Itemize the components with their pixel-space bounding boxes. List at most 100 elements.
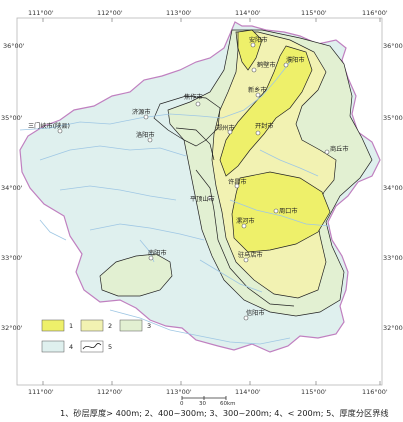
legend-swatch-1 xyxy=(41,319,65,332)
city-dot xyxy=(147,137,153,143)
city-dot xyxy=(273,208,279,214)
right-lat-label: 34°00' xyxy=(383,184,403,192)
left-lat-label: 35°00' xyxy=(1,114,23,122)
legend-label-5: 5 xyxy=(108,343,112,351)
legend-swatch-2 xyxy=(80,319,104,332)
river-path xyxy=(39,145,187,161)
city-label-kaifeng: 开封市 xyxy=(255,122,274,130)
legend-swatch-3 xyxy=(119,319,143,332)
city-label-pingdingshan: 平顶山市 xyxy=(190,195,215,203)
city-label-luoyang: 洛阳市 xyxy=(136,131,155,139)
city-dot xyxy=(255,130,261,136)
city-label-nanyang: 南阳市 xyxy=(148,249,167,257)
city-dot xyxy=(241,223,247,229)
city-dot xyxy=(283,62,289,68)
scale-label-30: 30 xyxy=(199,401,206,407)
top-longitude-labels: 111°00' 112°00' 113°00' 114°00' 115°00' … xyxy=(28,9,388,17)
scale-label-0: 0 xyxy=(180,401,184,407)
legend-swatch-4 xyxy=(41,340,65,353)
city-dot xyxy=(234,183,240,189)
city-label-zhoukou: 周口市 xyxy=(279,207,298,215)
figure-caption: 1、砂层厚度> 400m; 2、400~300m; 3、300~200m; 4、… xyxy=(60,408,389,418)
top-lon-label: 111°00' xyxy=(28,9,54,17)
left-latitude-labels: 36°00' 35°00' 34°00' 33°00' 32°00' xyxy=(1,42,25,332)
city-dot xyxy=(243,315,249,321)
river-path xyxy=(199,259,263,293)
city-label-hebi: 鹤壁市 xyxy=(257,61,276,69)
yellow-river xyxy=(19,61,291,131)
river-path xyxy=(259,149,319,177)
city-label-xinxiang: 新乡市 xyxy=(248,86,267,94)
legend-line-5 xyxy=(82,343,102,350)
city-label-shangqiu: 商丘市 xyxy=(330,145,349,153)
boundary-line-upper xyxy=(175,127,215,161)
city-label-jiyuan: 济源市 xyxy=(132,108,151,116)
city-dot xyxy=(195,101,201,107)
legend-label-1: 1 xyxy=(69,322,73,330)
river-path xyxy=(89,223,205,241)
city-label-zhumadian: 驻马店市 xyxy=(238,251,263,259)
city-dot xyxy=(243,257,249,263)
river-path xyxy=(229,199,331,227)
city-dot xyxy=(207,195,213,201)
city-dot xyxy=(255,92,261,98)
left-lat-label: 34°00' xyxy=(1,184,23,192)
top-lon-label: 116°00' xyxy=(362,9,388,17)
city-label-luohe: 漯河市 xyxy=(236,217,255,225)
city-label-xinyang: 信阳市 xyxy=(246,309,265,317)
city-dot xyxy=(250,42,256,48)
top-tick-marks xyxy=(42,18,381,385)
bottom-lon-label: 111°00' xyxy=(28,388,54,396)
right-lat-label: 33°00' xyxy=(383,254,403,262)
city-labels: 安阳市 鹤壁市 濮阳市 新乡市 焦作市 济源市 三门峡市(陕县) 洛阳市 郑州市… xyxy=(28,36,349,317)
left-lat-label: 32°00' xyxy=(1,324,23,332)
legend-label-2: 2 xyxy=(108,322,112,330)
legend-label-3: 3 xyxy=(147,322,151,330)
bottom-lon-label: 115°00' xyxy=(301,388,327,396)
city-label-xuchang: 许昌市 xyxy=(228,178,247,186)
bottom-lon-label: 114°00' xyxy=(235,388,261,396)
top-lon-label: 115°00' xyxy=(301,9,327,17)
city-dot xyxy=(148,255,154,261)
city-dot xyxy=(143,114,149,120)
city-label-zhengzhou: 郑州市 xyxy=(216,124,235,132)
left-lat-36: 36°00' xyxy=(3,42,25,50)
rivers xyxy=(19,61,331,345)
zone-class-1-east xyxy=(219,45,313,177)
river-path xyxy=(109,309,291,345)
boundary-line-middle xyxy=(195,169,295,307)
bottom-lon-label: 113°00' xyxy=(166,388,192,396)
right-lat-label: 32°00' xyxy=(383,324,403,332)
city-label-jiaozuo: 焦作市 xyxy=(184,93,203,101)
right-lat-label: 35°00' xyxy=(383,114,403,122)
right-latitude-labels: 36°00' 35°00' 34°00' 33°00' 32°00' xyxy=(383,42,403,332)
scale-label-60: 60km xyxy=(220,401,236,407)
boundary-line-nanyang xyxy=(99,253,173,297)
top-lon-label: 114°00' xyxy=(235,9,261,17)
city-dot xyxy=(324,149,330,155)
top-lon-label: 113°00' xyxy=(166,9,192,17)
scale-bar: 0 30 60km xyxy=(180,396,236,407)
zone-class-1-north xyxy=(237,29,263,71)
city-label-sanmenxia: 三门峡市(陕县) xyxy=(28,122,70,130)
lat-deg: 36°00' xyxy=(3,42,25,50)
city-label-anyang: 安阳市 xyxy=(249,36,268,44)
right-lat-label: 36°00' xyxy=(383,42,403,50)
river-path xyxy=(59,185,177,201)
legend-swatch-5 xyxy=(80,340,104,353)
city-label-puyang: 濮阳市 xyxy=(286,56,305,64)
legend-label-4: 4 xyxy=(69,343,73,351)
legend: 1 2 3 4 5 xyxy=(41,319,151,353)
city-dot xyxy=(251,67,257,73)
city-dot xyxy=(227,129,233,135)
city-dot xyxy=(57,128,63,134)
left-lat-label: 33°00' xyxy=(1,254,23,262)
bottom-lon-label: 112°00' xyxy=(97,388,123,396)
bottom-lon-label: 116°00' xyxy=(362,388,388,396)
zone-class-1-south xyxy=(231,171,331,253)
city-markers xyxy=(57,42,330,321)
top-lon-label: 112°00' xyxy=(97,9,123,17)
bottom-longitude-labels: 111°00' 112°00' 113°00' 114°00' 115°00' … xyxy=(28,388,388,396)
river-path xyxy=(39,219,67,241)
